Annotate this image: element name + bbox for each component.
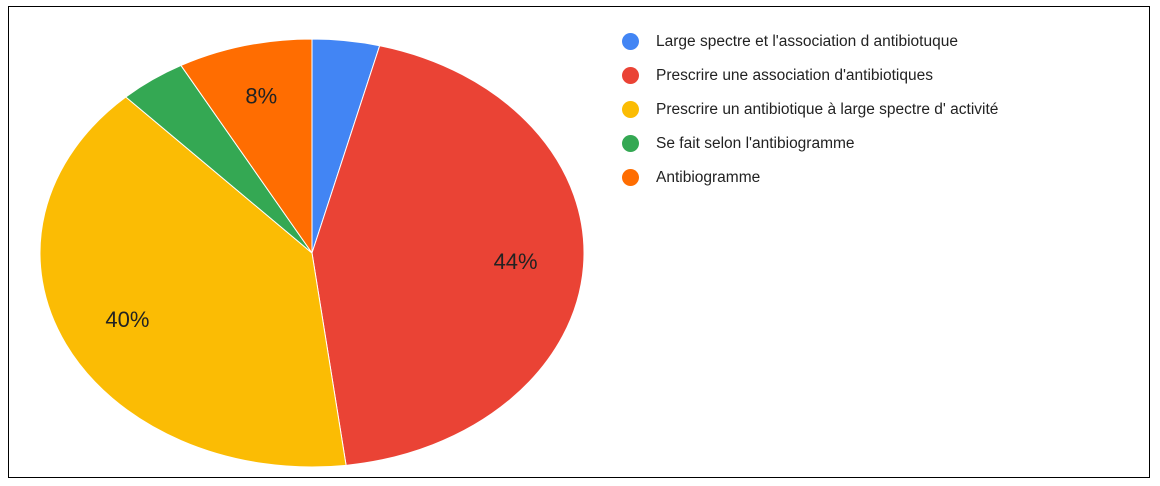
legend-swatch: [622, 67, 639, 84]
legend: Large spectre et l'association d antibio…: [622, 32, 1122, 202]
data-label: 44%: [494, 249, 538, 274]
legend-label: Prescrire un antibiotique à large spectr…: [656, 101, 999, 118]
legend-swatch: [622, 169, 639, 186]
legend-label: Antibiogramme: [656, 169, 761, 186]
legend-swatch: [622, 135, 639, 152]
legend-label: Se fait selon l'antibiogramme: [656, 135, 855, 152]
legend-item: Antibiogramme: [622, 168, 1122, 188]
legend-item: Prescrire un antibiotique à large spectr…: [622, 100, 1122, 120]
data-label: 40%: [105, 307, 149, 332]
pie-slice: [39, 96, 347, 468]
legend-label: Prescrire une association d'antibiotique…: [656, 67, 933, 84]
pie-slice: [180, 38, 313, 255]
legend-item: Prescrire une association d'antibiotique…: [622, 66, 1122, 86]
data-label: 8%: [245, 83, 277, 108]
legend-item: Large spectre et l'association d antibio…: [622, 32, 1122, 52]
pie-slice: [311, 45, 585, 466]
legend-item: Se fait selon l'antibiogramme: [622, 134, 1122, 154]
legend-label: Large spectre et l'association d antibio…: [656, 33, 958, 50]
legend-swatch: [622, 101, 639, 118]
legend-swatch: [622, 33, 639, 50]
